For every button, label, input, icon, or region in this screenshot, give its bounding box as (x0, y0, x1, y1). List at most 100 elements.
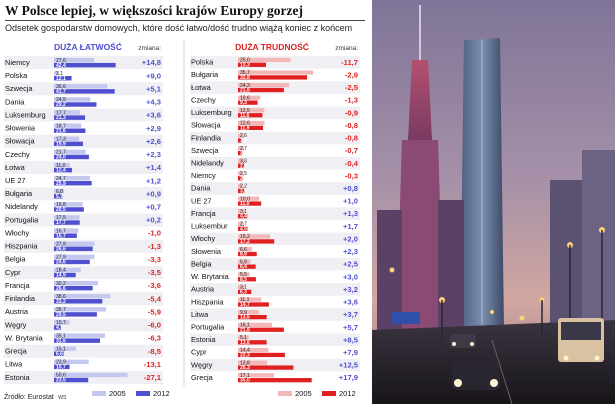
easy-bar-2012 (54, 220, 80, 225)
hard-value-2005: 16,1 (240, 322, 250, 328)
easy-value-2012: 19,9 (56, 141, 66, 147)
hard-change-value: +1,3 (343, 209, 358, 218)
easy-category-label: Luksemburg (5, 110, 46, 119)
hard-change-value: +2,5 (343, 260, 359, 269)
hard-bar-2012 (238, 378, 312, 383)
easy-category-label: Francja (5, 281, 31, 290)
easy-change-value: -3,3 (148, 255, 161, 264)
hard-value-2005: 15,2 (240, 234, 250, 240)
easy-bar-2012 (54, 272, 76, 278)
hard-bar-2012 (238, 302, 269, 307)
easy-category-label: Hiszpania (5, 242, 38, 251)
hard-bar-2012 (238, 163, 245, 168)
easy-value-2012: 5,7 (56, 194, 63, 200)
easy-bar-2005 (54, 202, 83, 207)
hard-value-2005: 9,9 (240, 310, 247, 316)
easy-value-2005: 15,1 (56, 346, 66, 352)
easy-bar-2012 (54, 141, 83, 147)
easy-category-label: UE 27 (5, 176, 26, 185)
hard-category-label: Luksemburg (191, 108, 232, 117)
hard-category-label: Słowacja (191, 121, 221, 130)
hard-legend-swatch-2012 (322, 391, 336, 396)
easy-category-label: Niemcy (5, 58, 30, 67)
easy-change-value: -3,5 (148, 268, 162, 277)
hard-value-2012: 2,2 (240, 176, 247, 182)
hard-value-2012: 8,4 (240, 264, 247, 270)
hard-bar-2005 (238, 322, 272, 327)
hard-bar-2012 (238, 264, 256, 269)
easy-value-2005: 23,9 (56, 360, 66, 366)
hard-row-band (190, 131, 360, 145)
easy-category-label: Portugalia (5, 215, 39, 224)
easy-category-label: Finlandia (5, 294, 36, 303)
easy-bar-2012 (54, 285, 93, 291)
hard-change-value: +3,0 (343, 272, 358, 281)
easy-value-2012: 26,6 (56, 246, 66, 252)
easy-row-band (4, 265, 163, 280)
hard-category-label: Estonia (191, 335, 217, 344)
hard-bar-2005 (238, 57, 291, 63)
easy-category-label: Węgry (5, 320, 27, 329)
hard-bar-2012 (238, 138, 242, 143)
hard-row-band (190, 106, 360, 120)
easy-value-2012: 17,7 (56, 220, 66, 226)
hard-value-2005: 2,7 (240, 222, 247, 228)
easy-value-2005: 38,6 (56, 294, 66, 300)
hard-bar-2012 (238, 314, 267, 320)
hard-category-label: Dania (191, 184, 211, 193)
easy-row-band (4, 187, 163, 201)
chart-title: W Polsce lepiej, w większości krajów Eur… (5, 3, 303, 18)
hard-row-band (190, 308, 360, 321)
hard-change-value: +5,7 (343, 323, 358, 332)
easy-change-value: +14,8 (142, 58, 161, 67)
hard-bar-2005 (238, 360, 268, 365)
easy-row-band (4, 108, 163, 122)
easy-change-value: +0,7 (146, 203, 161, 212)
hard-value-2012: 8,5 (240, 277, 247, 283)
hard-value-2005: 5,9 (240, 259, 247, 265)
hard-value-2005: 13,8 (240, 360, 250, 366)
hard-bar-2012 (238, 365, 294, 370)
hard-row-band (190, 81, 360, 94)
easy-value-2005: 27,9 (56, 241, 66, 247)
easy-bar-2005 (54, 215, 80, 220)
hard-bar-2005 (238, 272, 250, 277)
hard-value-2005: 5,5 (240, 272, 247, 278)
hard-value-2005: 17,1 (240, 373, 250, 379)
easy-value-2005: 17,5 (56, 215, 66, 221)
easy-value-2012: 14,9 (56, 273, 66, 279)
easy-bar-2005 (54, 175, 90, 181)
hard-value-2012: 11,0 (240, 201, 250, 207)
easy-category-label: Polska (5, 71, 28, 80)
hard-change-header: zmiana: (335, 45, 358, 52)
easy-change-value: -1,3 (148, 242, 161, 251)
easy-bar-2005 (54, 241, 95, 246)
hard-change-value: -0,4 (345, 159, 359, 168)
hard-bar-2012 (238, 340, 267, 345)
hard-value-2005: 2,7 (240, 146, 247, 152)
easy-bar-2005 (54, 162, 70, 168)
hard-category-label: Bułgaria (191, 70, 219, 79)
hard-bar-2012 (238, 75, 308, 80)
easy-value-2012: 23,5 (56, 378, 66, 384)
easy-bar-2012 (54, 377, 89, 383)
easy-bar-2012 (54, 62, 116, 68)
easy-value-2005: 3,1 (56, 71, 63, 77)
hard-value-2005: 11,1 (240, 297, 250, 303)
hard-bar-2005 (238, 120, 265, 126)
easy-change-value: +0,9 (146, 189, 161, 198)
hard-value-2005: 2,6 (240, 133, 247, 139)
hard-change-value: -0,8 (345, 121, 358, 130)
easy-bar-2005 (54, 228, 79, 233)
easy-legend-label-2012: 2012 (153, 389, 170, 398)
easy-bar-2012 (54, 89, 115, 94)
easy-category-label: Nidelandy (5, 202, 38, 211)
hard-value-2012: 4,5 (240, 226, 247, 232)
hard-bar-2005 (238, 335, 249, 340)
hard-bar-2012 (238, 214, 248, 219)
easy-bar-2012 (54, 154, 89, 160)
easy-value-2012: 21,6 (56, 128, 66, 134)
hard-value-2012: 6,3 (240, 289, 247, 295)
hard-bar-2012 (238, 352, 285, 358)
easy-legend-swatch-2005 (92, 391, 106, 396)
